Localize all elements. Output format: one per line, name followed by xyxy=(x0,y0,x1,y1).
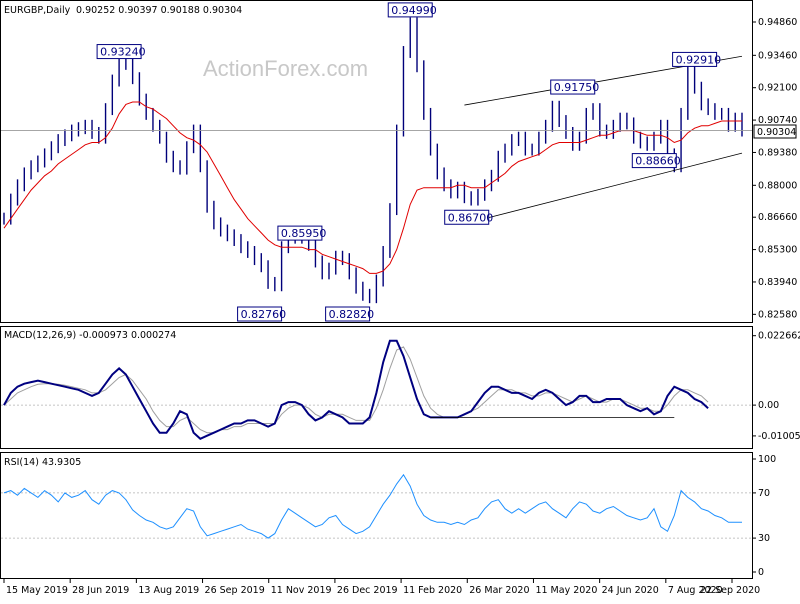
y-tick-label: 0.86660 xyxy=(758,212,797,223)
y-tick-label: 0.94860 xyxy=(758,17,797,28)
price-annotation-label: 0.94990 xyxy=(391,4,437,17)
x-tick-label: 26 Sep 2019 xyxy=(205,585,265,596)
price-annotation: 0.94990 xyxy=(387,2,437,18)
price-annotation-box xyxy=(672,51,718,67)
y-tick-label: 0.022662 xyxy=(758,331,800,342)
y-tick-label: 0.89380 xyxy=(758,147,797,158)
watermark: ActionForex.com xyxy=(203,56,368,81)
price-annotation-box xyxy=(96,44,142,60)
current-price-label: 0.90304 xyxy=(757,127,796,138)
price-annotation: 0.93240 xyxy=(96,44,146,60)
price-annotation: 0.91750 xyxy=(550,79,600,95)
x-tick-label: 22 Sep 2020 xyxy=(700,585,760,596)
y-tick-label: 0.92100 xyxy=(758,83,797,94)
x-tick-label: 26 Dec 2019 xyxy=(337,585,398,596)
chart-title: EURGBP,Daily xyxy=(4,5,71,16)
x-tick-label: 7 Aug 2020 xyxy=(668,585,723,596)
price-annotation: 0.82820 xyxy=(325,306,375,322)
price-annotation-box xyxy=(237,306,283,322)
y-tick-label: 0.88000 xyxy=(758,180,797,191)
y-tick-label: 0.90740 xyxy=(758,115,797,126)
x-tick-label: 24 Jun 2020 xyxy=(602,585,659,596)
y-tick-label: 0.82580 xyxy=(758,309,797,320)
y-tick-label: 0.85300 xyxy=(758,245,797,256)
x-tick-label: 11 Nov 2019 xyxy=(271,585,332,596)
y-tick-label: 30 xyxy=(758,533,770,544)
price-annotation: 0.88660 xyxy=(631,153,681,169)
y-tick-label: 0.83940 xyxy=(758,277,797,288)
macd-main-line xyxy=(3,339,709,440)
price-annotation-label: 0.88660 xyxy=(635,155,681,168)
price-annotation-box xyxy=(277,225,323,241)
x-tick-label: 28 Jun 2019 xyxy=(72,585,129,596)
price-annotation-label: 0.82820 xyxy=(329,308,375,321)
x-tick-label: 15 May 2019 xyxy=(6,585,68,596)
price-annotation-box xyxy=(444,209,490,225)
x-tick-label: 26 Mar 2020 xyxy=(469,585,529,596)
macd-signal-line xyxy=(3,346,709,434)
channel-lower-line xyxy=(484,152,743,220)
price-annotation-box xyxy=(325,306,371,322)
y-tick-label: 0.00 xyxy=(758,400,779,411)
y-tick-label: 0.93460 xyxy=(758,50,797,61)
price-annotation: 0.86700 xyxy=(444,209,494,225)
price-annotation: 0.92910 xyxy=(672,51,722,67)
price-annotation-label: 0.82760 xyxy=(241,308,286,321)
price-annotation-label: 0.93240 xyxy=(100,46,146,59)
ohlc-readout: 0.90252 0.90397 0.90188 0.90304 xyxy=(76,5,242,16)
rsi-line xyxy=(3,473,742,539)
macd-panel xyxy=(0,326,753,449)
price-annotation-label: 0.85950 xyxy=(281,227,327,240)
price-annotation: 0.82760 xyxy=(237,306,286,322)
rsi-label: RSI(14) 43.9305 xyxy=(4,457,81,468)
price-annotation-label: 0.92910 xyxy=(676,53,722,66)
price-annotation-box xyxy=(387,2,433,18)
price-annotation: 0.85950 xyxy=(277,225,327,241)
moving-average-line xyxy=(3,101,742,274)
x-tick-label: 13 Aug 2019 xyxy=(138,585,199,596)
x-tick-label: 11 May 2020 xyxy=(535,585,597,596)
price-annotation-label: 0.91750 xyxy=(554,81,600,94)
price-annotation-label: 0.86700 xyxy=(448,211,494,224)
current-price-marker: 0.90304 xyxy=(753,124,797,139)
y-tick-label: 0 xyxy=(758,567,764,578)
y-tick-label: 70 xyxy=(758,488,770,499)
x-tick-label: 11 Feb 2020 xyxy=(403,585,462,596)
price-annotation-box xyxy=(631,153,677,169)
macd-label: MACD(12,26,9) -0.000973 0.000274 xyxy=(4,330,176,341)
price-annotation-box xyxy=(550,79,596,95)
y-tick-label: -0.010052 xyxy=(758,431,800,442)
y-tick-label: 100 xyxy=(758,454,776,465)
